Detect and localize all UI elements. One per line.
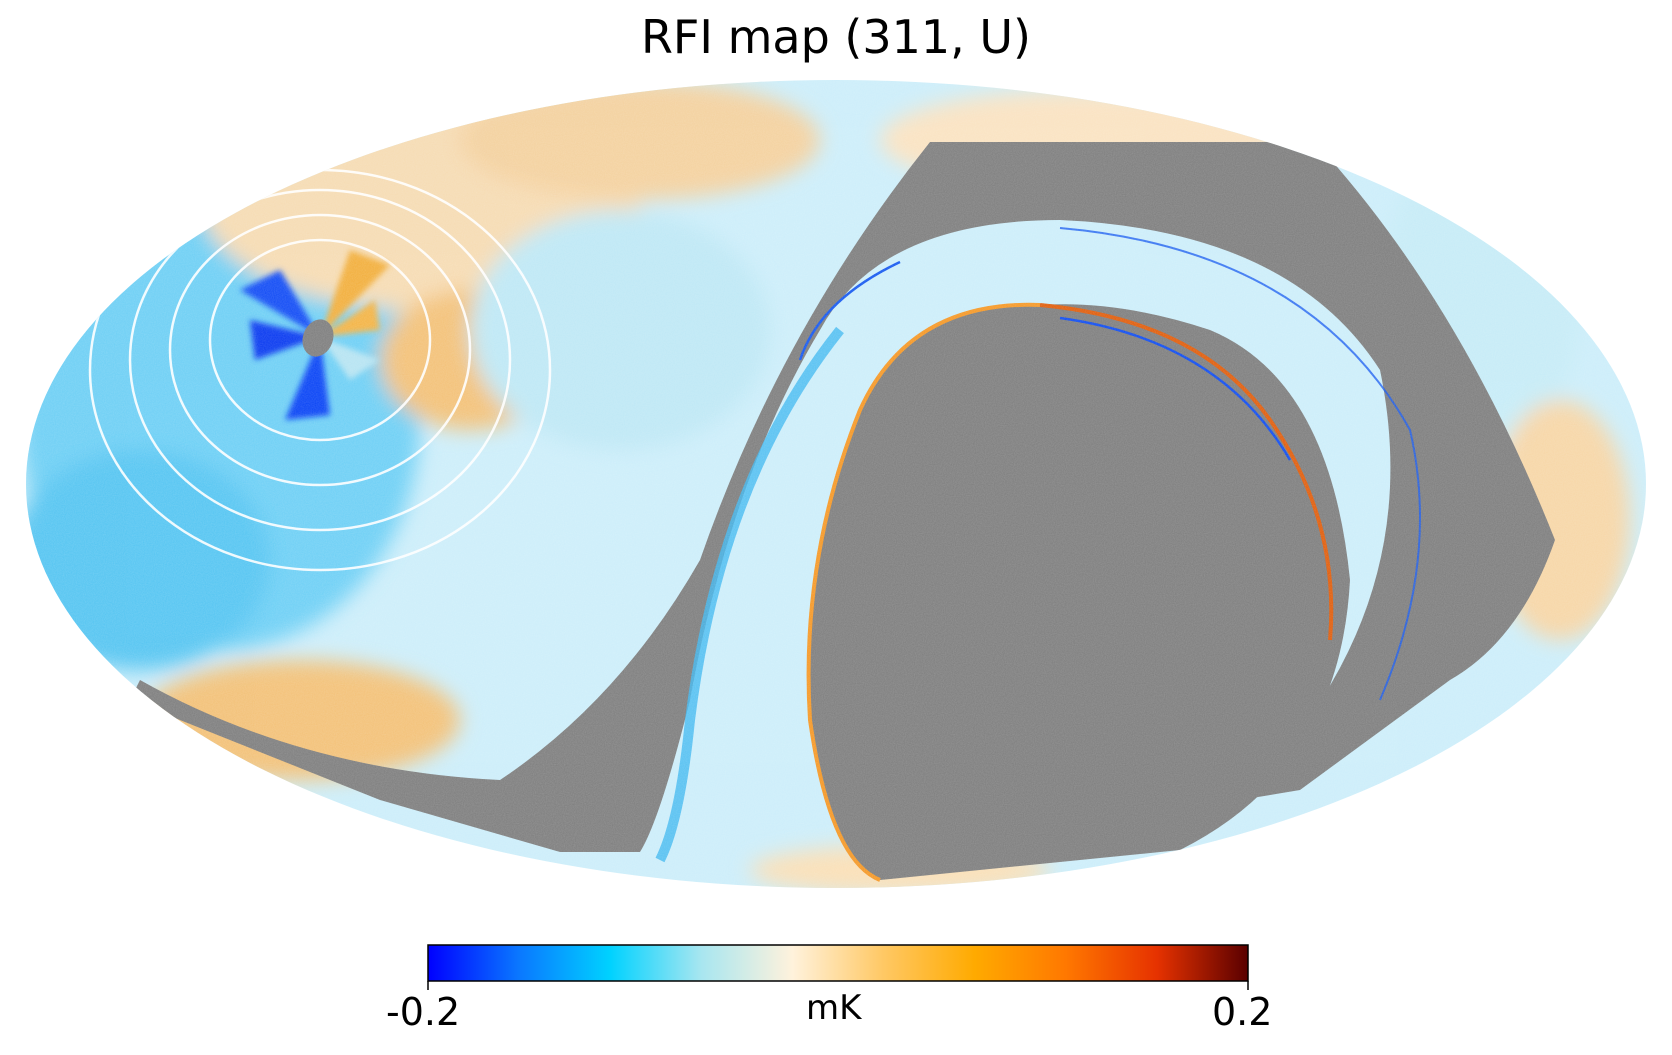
- colorbar: [427, 944, 1249, 982]
- colorbar-unit-label: mK: [806, 988, 862, 1028]
- colorbar-max-label: 0.2: [1212, 990, 1273, 1034]
- map-title: RFI map (311, U): [640, 10, 1032, 64]
- colorbar-min-label: -0.2: [386, 990, 461, 1034]
